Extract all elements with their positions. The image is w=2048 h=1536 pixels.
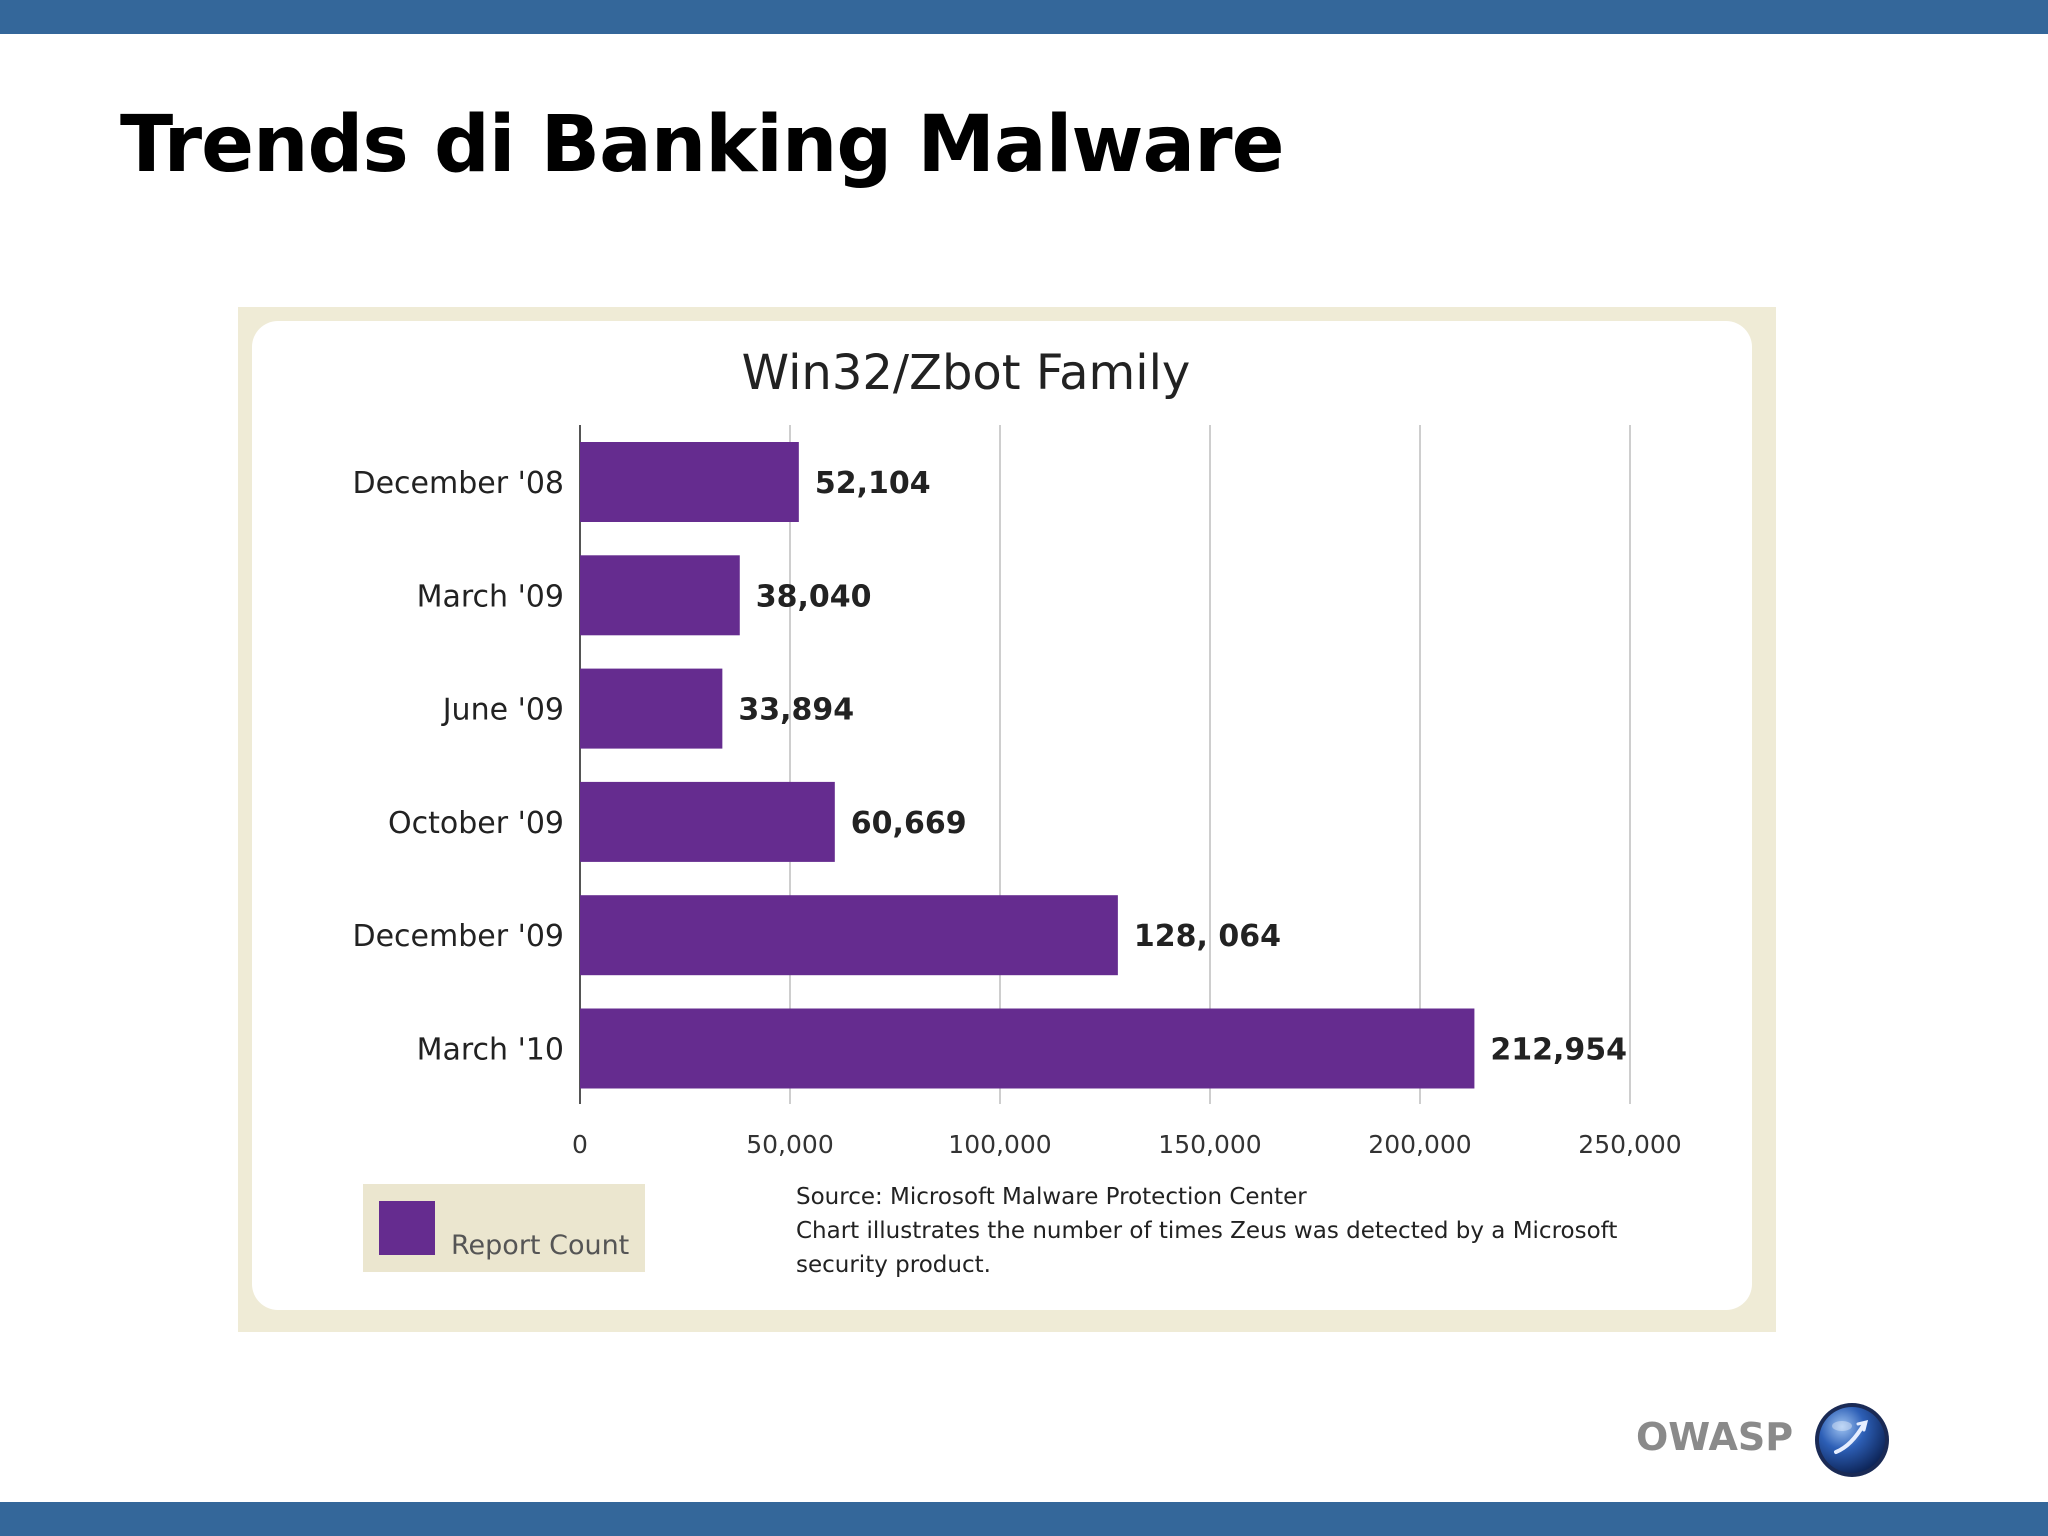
value-label: 33,894 — [738, 693, 854, 728]
chart-panel — [252, 321, 1752, 1310]
x-tick-label: 0 — [572, 1130, 588, 1159]
legend: Report Count — [363, 1184, 645, 1272]
value-labels: 52,104 38,040 33,894 60,669 128, 064 212,954 — [738, 466, 1627, 1068]
category-label: December '09 — [352, 919, 564, 954]
x-tick-label: 50,000 — [746, 1130, 833, 1159]
bar — [580, 668, 723, 749]
bar — [580, 781, 835, 862]
bar — [580, 442, 799, 522]
top-accent-bar — [0, 0, 2048, 34]
category-labels: December '08 March '09 June '09 October '09… — [352, 466, 564, 1068]
legend-label: Report Count — [451, 1230, 629, 1261]
legend-swatch — [379, 1201, 435, 1255]
chart-title: Win32/Zbot Family — [742, 345, 1191, 401]
x-tick-label: 250,000 — [1578, 1130, 1681, 1159]
x-tick-labels: 0 50,000 100,000 150,000 200,000 250,000 — [572, 1130, 1682, 1159]
category-label: December '08 — [352, 466, 564, 501]
bottom-accent-bar — [0, 1502, 2048, 1536]
footer-brand: OWASP — [1636, 1415, 1794, 1459]
annotation-line-3: security product. — [796, 1252, 991, 1278]
category-label: June '09 — [441, 693, 564, 728]
category-label: October '09 — [388, 806, 564, 841]
owasp-globe-icon — [1815, 1403, 1889, 1477]
bar — [580, 895, 1118, 976]
slide-title: Trends di Banking Malware — [120, 100, 1284, 190]
source-annotation: Source: Microsoft Malware Protection Cen… — [796, 1184, 1617, 1278]
bar-chart: Win32/Zbot Family December '08 March '09 J… — [352, 345, 1682, 1278]
value-label: 128, 064 — [1134, 919, 1281, 954]
x-tick-label: 200,000 — [1368, 1130, 1471, 1159]
value-label: 38,040 — [756, 579, 872, 614]
bars — [580, 442, 1475, 1089]
value-label: 60,669 — [851, 806, 967, 841]
value-label: 52,104 — [815, 466, 931, 501]
category-label: March '09 — [417, 579, 564, 614]
category-label: March '10 — [417, 1033, 564, 1068]
x-tick-label: 100,000 — [948, 1130, 1051, 1159]
bar — [580, 1008, 1475, 1089]
bar — [580, 555, 740, 636]
annotation-line-1: Source: Microsoft Malware Protection Cen… — [796, 1184, 1307, 1210]
x-tick-label: 150,000 — [1158, 1130, 1261, 1159]
value-label: 212,954 — [1490, 1033, 1627, 1068]
chart-figure: Win32/Zbot Family December '08 March '09 J… — [238, 307, 1776, 1332]
grid — [579, 425, 1631, 1104]
annotation-line-2: Chart illustrates the number of times Ze… — [796, 1218, 1617, 1244]
